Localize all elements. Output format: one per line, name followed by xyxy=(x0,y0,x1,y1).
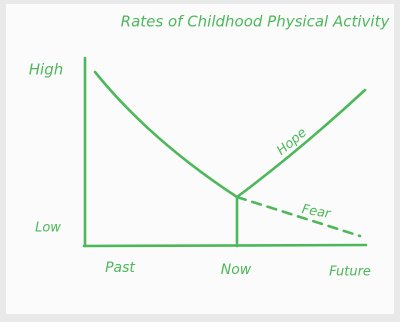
fear-line xyxy=(235,195,362,238)
y-low-label: Low xyxy=(35,221,61,236)
x-label: Now xyxy=(221,262,252,278)
title: Rates of Childhood Physical Activity xyxy=(121,13,391,31)
x-axis xyxy=(82,243,368,248)
fear-label: Fear xyxy=(301,202,334,222)
paper xyxy=(6,4,394,314)
y-high-label: High xyxy=(29,61,63,79)
x-label: Future xyxy=(329,265,371,280)
x-label: Past xyxy=(105,260,135,276)
